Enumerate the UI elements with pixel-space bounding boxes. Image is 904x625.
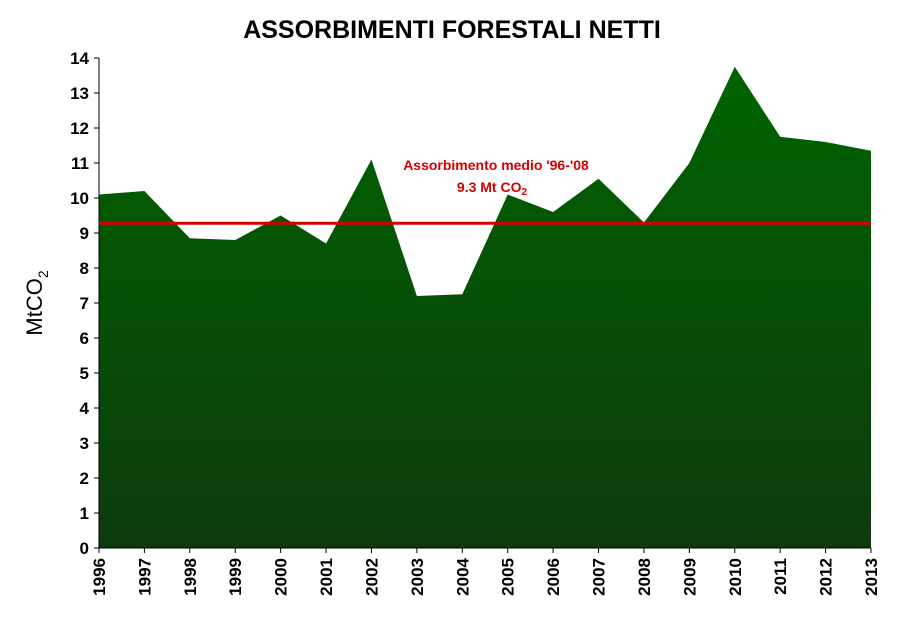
- x-tick-label: 2005: [499, 558, 518, 596]
- y-tick-label: 12: [70, 119, 89, 138]
- x-tick-label: 2003: [408, 558, 427, 596]
- y-axis-label: MtCO2: [22, 270, 51, 335]
- x-tick-label: 2013: [862, 558, 881, 596]
- y-tick-label: 6: [80, 329, 89, 348]
- x-tick-label: 1999: [226, 558, 245, 596]
- x-tick-label: 1998: [181, 558, 200, 596]
- x-tick-label: 2009: [680, 558, 699, 596]
- y-tick-label: 1: [80, 504, 89, 523]
- chart-title: ASSORBIMENTI FORESTALI NETTI: [243, 16, 661, 44]
- y-axis-label-main: MtCO: [22, 278, 47, 335]
- reference-label-line1: Assorbimento medio '96-'08: [403, 157, 589, 173]
- x-tick-label: 1997: [135, 558, 154, 596]
- y-tick-label: 7: [80, 294, 89, 313]
- y-tick-label: 13: [70, 84, 89, 103]
- y-tick-label: 0: [80, 539, 89, 558]
- reference-label-line2: 9.3 Mt CO2: [457, 179, 528, 198]
- y-tick-label: 4: [80, 399, 90, 418]
- x-tick-label: 2000: [272, 558, 291, 596]
- x-ticks: 1996 1997 1998 1999 2000 2001 2002 2003 2004 2005…: [90, 548, 881, 596]
- y-tick-label: 11: [71, 154, 89, 173]
- x-tick-label: 1996: [90, 558, 109, 596]
- x-tick-label: 2010: [726, 558, 745, 596]
- y-tick-label: 2: [80, 469, 89, 488]
- area-layer: [99, 66, 871, 548]
- x-tick-label: 2011: [771, 558, 790, 595]
- y-tick-label: 9: [80, 224, 89, 243]
- x-tick-label: 2002: [362, 558, 381, 596]
- x-tick-label: 2001: [317, 558, 336, 596]
- x-tick-label: 2012: [817, 558, 836, 596]
- area-series: [99, 66, 871, 548]
- x-tick-label: 2006: [544, 558, 563, 596]
- x-tick-label: 2004: [453, 557, 472, 595]
- reference-label-line2-sub: 2: [522, 187, 528, 198]
- y-tick-label: 8: [80, 259, 89, 278]
- x-tick-label: 2008: [635, 558, 654, 596]
- y-tick-label: 10: [70, 189, 89, 208]
- y-tick-label: 3: [80, 434, 89, 453]
- y-tick-label: 14: [70, 49, 89, 68]
- y-axis-label-sub: 2: [35, 270, 51, 278]
- reference-label-line2-main: 9.3 Mt CO: [457, 179, 522, 195]
- x-tick-label: 2007: [590, 558, 609, 596]
- y-tick-label: 5: [80, 364, 89, 383]
